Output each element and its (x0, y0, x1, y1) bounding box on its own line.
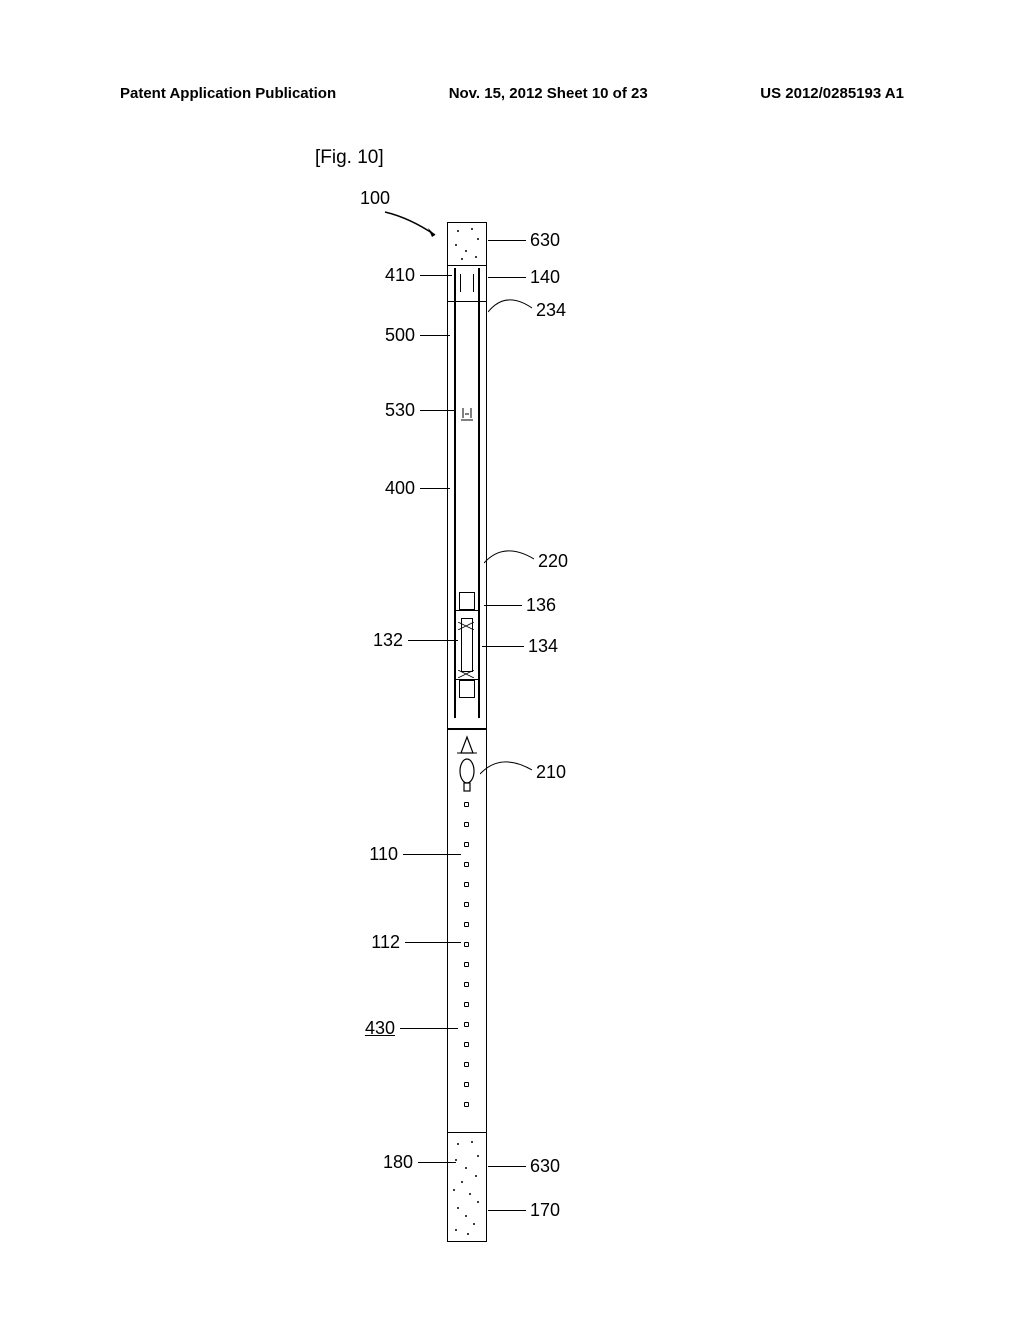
perforation-dot (464, 922, 469, 927)
callout-530: 530 (375, 400, 415, 421)
bottom-filter-section (447, 1132, 487, 1242)
filter-speck (467, 1233, 469, 1235)
rect-inner (461, 618, 473, 672)
figure-label: [Fig. 10] (315, 147, 384, 169)
callout-630: 630 (530, 230, 560, 251)
header-publication: Patent Application Publication (120, 85, 336, 102)
filter-speck (477, 1155, 479, 1157)
component-assembly (457, 592, 477, 727)
triangle-component-icon (457, 735, 477, 755)
perforation-dot (464, 1082, 469, 1087)
perforation-dot (464, 822, 469, 827)
callout-line (403, 854, 461, 855)
bulb-210-icon (459, 757, 475, 792)
callout-134: 134 (528, 636, 558, 657)
callout-line (488, 240, 526, 241)
filter-speck (457, 1143, 459, 1145)
callout-430: 430 (355, 1018, 395, 1039)
callout-curve (484, 541, 534, 566)
filter-speck (469, 1193, 471, 1195)
callout-136: 136 (526, 595, 556, 616)
callout-line (488, 1166, 526, 1167)
callout-410: 410 (375, 265, 415, 286)
filter-speck (477, 238, 479, 240)
callout-112: 112 (360, 932, 400, 953)
filter-speck (461, 258, 463, 260)
filter-speck (465, 1215, 467, 1217)
ref-100-arrow-icon (380, 210, 450, 240)
perforation-dot (464, 882, 469, 887)
perforation-dot (464, 962, 469, 967)
perforation-dot (464, 842, 469, 847)
callout-curve (488, 290, 532, 315)
perforation-dot (464, 1062, 469, 1067)
callout-line (482, 646, 524, 647)
diagram (447, 222, 487, 1242)
page-header: Patent Application Publication Nov. 15, … (120, 85, 904, 102)
filter-speck (465, 1167, 467, 1169)
callout-line (420, 335, 450, 336)
perforation-dot (464, 862, 469, 867)
perforation-dot (464, 802, 469, 807)
callout-line (408, 640, 458, 641)
callout-line (488, 277, 526, 278)
perforation-dot (464, 902, 469, 907)
rect-top (459, 592, 475, 610)
perforation-dot (464, 1002, 469, 1007)
callout-line (420, 275, 452, 276)
callout-170: 170 (530, 1200, 560, 1221)
callout-110: 110 (358, 844, 398, 865)
filter-speck (473, 1223, 475, 1225)
callout-line (420, 410, 456, 411)
callout-210: 210 (536, 762, 566, 783)
perforation-dot (464, 982, 469, 987)
callout-line (405, 942, 461, 943)
perforation-dot (464, 1102, 469, 1107)
ref-number-100: 100 (360, 188, 390, 209)
filter-speck (457, 230, 459, 232)
filter-speck (455, 1229, 457, 1231)
filter-speck (471, 228, 473, 230)
divider-line (447, 728, 487, 730)
callout-curve (480, 752, 532, 777)
filter-speck (455, 1159, 457, 1161)
top-filter-section (447, 222, 487, 266)
filter-speck (455, 244, 457, 246)
filter-speck (475, 1175, 477, 1177)
callout-630: 630 (530, 1156, 560, 1177)
callout-line (420, 488, 450, 489)
callout-400: 400 (375, 478, 415, 499)
filter-speck (465, 250, 467, 252)
callout-180: 180 (373, 1152, 413, 1173)
filter-speck (477, 1201, 479, 1203)
perforated-section (463, 802, 471, 1122)
header-patent-number: US 2012/0285193 A1 (760, 85, 904, 102)
callout-line (400, 1028, 458, 1029)
callout-line (484, 605, 522, 606)
perforation-dot (464, 1042, 469, 1047)
perforation-dot (464, 942, 469, 947)
section-410 (447, 266, 487, 302)
filter-speck (453, 1189, 455, 1191)
filter-speck (457, 1207, 459, 1209)
callout-140: 140 (530, 267, 560, 288)
callout-132: 132 (363, 630, 403, 651)
header-date-sheet: Nov. 15, 2012 Sheet 10 of 23 (449, 85, 648, 102)
callout-220: 220 (538, 551, 568, 572)
filter-speck (471, 1141, 473, 1143)
rect-bottom (459, 680, 475, 698)
callout-line (418, 1162, 456, 1163)
component-530-icon (461, 408, 473, 422)
perforation-dot (464, 1022, 469, 1027)
filter-speck (475, 256, 477, 258)
callout-500: 500 (375, 325, 415, 346)
callout-234: 234 (536, 300, 566, 321)
callout-line (488, 1210, 526, 1211)
filter-speck (461, 1181, 463, 1183)
